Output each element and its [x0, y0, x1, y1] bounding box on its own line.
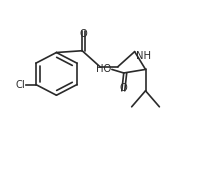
Text: HO: HO: [96, 64, 111, 74]
Text: O: O: [119, 83, 127, 93]
Text: Cl: Cl: [15, 80, 25, 90]
Text: O: O: [80, 29, 88, 39]
Text: NH: NH: [136, 51, 151, 61]
